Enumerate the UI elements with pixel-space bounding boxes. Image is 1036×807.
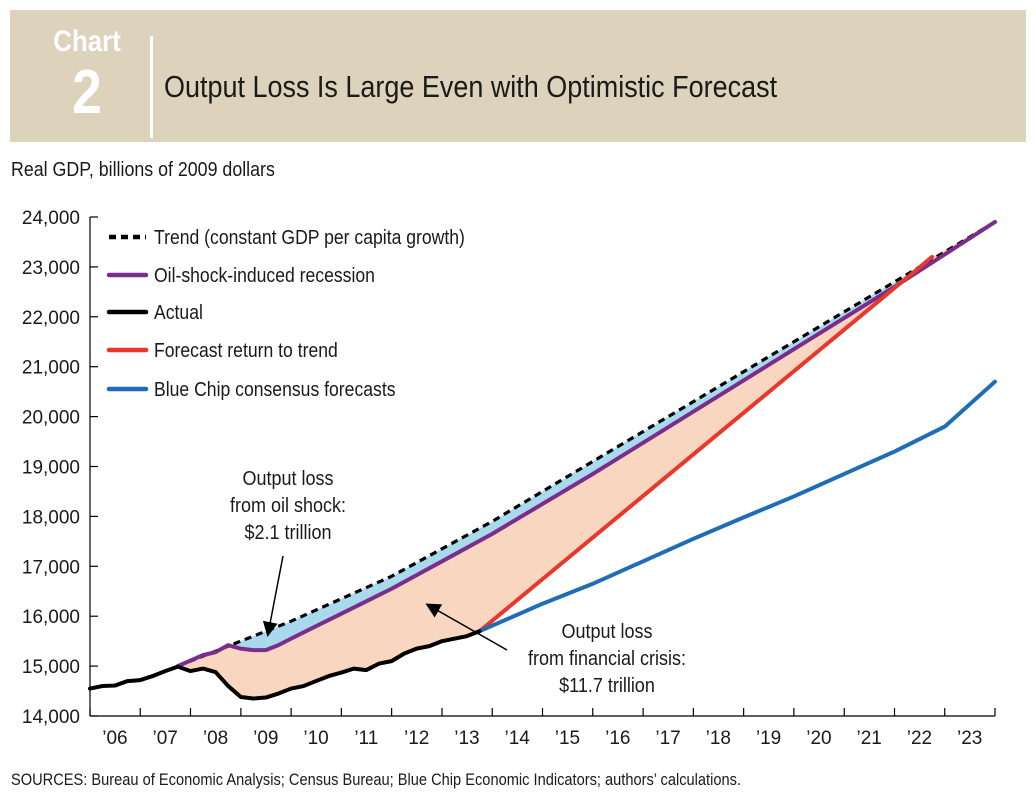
legend-label: Trend (constant GDP per capita growth) [154, 226, 465, 248]
chart-number-badge: Chart 2 [32, 24, 142, 126]
forecast-return-line [477, 254, 935, 634]
x-tick-label: ’18 [706, 728, 731, 749]
x-tick-label: ’06 [102, 728, 127, 749]
series-lines [88, 219, 997, 701]
x-tick-label: ’12 [404, 728, 429, 749]
annotations: Output loss from oil shock: $2.1 trillion O… [230, 468, 686, 697]
annotation-text: Output loss [243, 468, 334, 490]
chart-number: 2 [72, 58, 102, 127]
oil-shock-arrow [262, 555, 284, 637]
annotation-text: from oil shock: [230, 495, 346, 517]
y-tick-label: 15,000 [22, 657, 80, 678]
y-tick-label: 17,000 [22, 557, 80, 578]
x-tick-label: ’22 [907, 728, 932, 749]
annotation-text: $2.1 trillion [244, 522, 331, 544]
x-tick-label: ’10 [303, 728, 328, 749]
x-tick-label: ’20 [806, 728, 831, 749]
y-tick-label: 18,000 [22, 507, 80, 528]
x-tick-label: ’16 [605, 728, 630, 749]
x-tick-label: ’07 [152, 728, 177, 749]
x-tick-label: ’23 [957, 728, 982, 749]
header-divider [150, 36, 153, 138]
chart-title: Output Loss Is Large Even with Optimisti… [164, 69, 778, 104]
x-tick-label: ’21 [856, 728, 881, 749]
y-tick-label: 14,000 [22, 707, 80, 728]
y-tick-label: 21,000 [22, 358, 80, 379]
annotation-text: Output loss [562, 621, 653, 643]
financial-crisis-arrow [425, 603, 508, 651]
x-tick-label: ’17 [655, 728, 680, 749]
header-banner: Chart 2 Output Loss Is Large Even with O… [10, 10, 1026, 142]
units-label: Real GDP, billions of 2009 dollars [11, 159, 275, 181]
x-tick-label: ’19 [756, 728, 781, 749]
annotation-text: from financial crisis: [528, 648, 686, 670]
oil-shock-loss-area [177, 221, 995, 667]
x-tick-label: ’13 [454, 728, 479, 749]
oil-shock-line [175, 219, 997, 669]
legend-label: Actual [154, 301, 203, 323]
blue-chip-line [477, 379, 997, 634]
legend-label: Forecast return to trend [154, 339, 338, 361]
axes: 14,000 15,000 16,000 17,000 18,000 19,000 20,0… [22, 208, 996, 749]
x-tick-label: ’09 [253, 728, 278, 749]
y-tick-label: 23,000 [22, 258, 80, 279]
annotation-text: $11.7 trillion [559, 675, 655, 697]
x-tick-label: ’15 [555, 728, 580, 749]
actual-line [88, 629, 482, 701]
trend-line [177, 220, 996, 668]
y-tick-label: 20,000 [22, 408, 80, 429]
x-tick-label: ’14 [504, 728, 530, 749]
x-tick-label: ’11 [354, 728, 378, 749]
y-tick-label: 19,000 [22, 458, 80, 479]
sources-note: SOURCES: Bureau of Economic Analysis; Ce… [11, 770, 742, 789]
legend: Trend (constant GDP per capita growth) Oi… [106, 226, 465, 400]
x-tick-label: ’08 [203, 728, 228, 749]
y-tick-label: 22,000 [22, 308, 80, 329]
legend-label: Oil-shock-induced recession [154, 264, 375, 286]
y-tick-label: 24,000 [22, 208, 80, 229]
y-tick-label: 16,000 [22, 607, 80, 628]
legend-label: Blue Chip consensus forecasts [154, 378, 396, 400]
chart-word: Chart [53, 25, 121, 58]
